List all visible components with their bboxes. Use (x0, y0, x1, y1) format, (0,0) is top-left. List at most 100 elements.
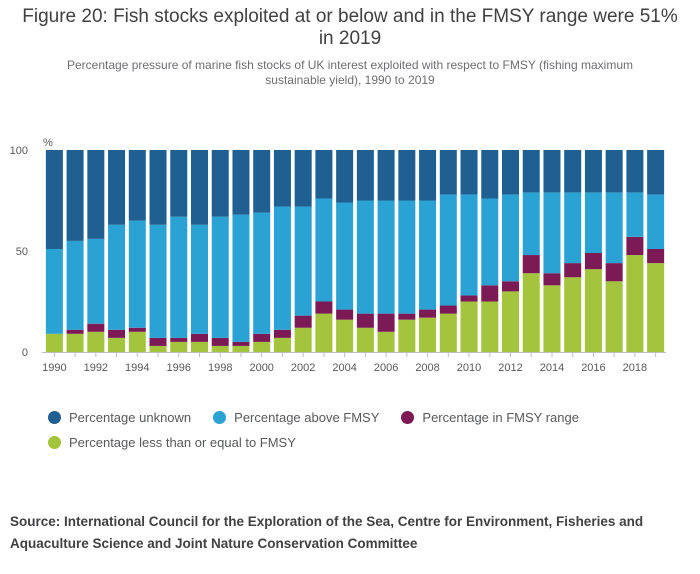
bar-segment-unknown-2017 (605, 150, 623, 193)
bar-segment-below-2014 (543, 285, 561, 352)
bar-segment-above-1998 (211, 216, 229, 338)
x-tick-label: 2012 (498, 362, 522, 374)
bar-segment-below-1991 (66, 333, 84, 352)
bar-segment-above-1992 (87, 238, 105, 324)
bar-segment-in_range-2018 (626, 236, 644, 256)
bar-segment-above-2013 (522, 192, 540, 256)
bar-segment-above-2011 (481, 198, 499, 286)
bar-segment-in_range-1997 (191, 333, 208, 342)
bar-segment-in_range-2013 (522, 255, 540, 274)
bar-segment-unknown-1993 (108, 150, 126, 225)
bar-segment-below-1997 (191, 341, 208, 352)
bar-segment-above-2002 (294, 206, 312, 316)
x-tick-label: 2018 (623, 362, 647, 374)
bar-segment-below-1999 (232, 345, 250, 352)
bar-segment-unknown-2008 (419, 150, 437, 201)
bar-segment-in_range-2014 (543, 273, 561, 286)
bar-segment-below-2009 (439, 313, 457, 352)
bar-segment-in_range-1993 (108, 329, 126, 338)
bar-segment-above-2018 (626, 192, 644, 237)
bar-segment-unknown-2004 (336, 150, 354, 203)
x-tick-label: 2000 (249, 362, 273, 374)
chart-title: Figure 20: Fish stocks exploited at or b… (22, 6, 678, 49)
bar-segment-below-2019 (647, 263, 665, 352)
bar-segment-in_range-2017 (605, 263, 623, 282)
bar-segment-below-2018 (626, 255, 644, 352)
bar-segment-below-2010 (460, 301, 478, 352)
bar-segment-in_range-2010 (460, 295, 478, 302)
legend-row: Percentage less than or equal to FMSY (48, 430, 688, 455)
bar-segment-unknown-2003 (315, 150, 333, 199)
axes: 0 50 100% 1990 1992 1994 1996 1998 2000 2002 2004 2… (10, 137, 666, 374)
bar-segment-below-2003 (315, 313, 333, 352)
bar-segment-unknown-2001 (273, 150, 291, 207)
bar-segment-in_range-2008 (419, 309, 437, 318)
bar-segment-above-1996 (170, 216, 188, 338)
x-tick-label: 1998 (208, 362, 232, 374)
bar-segment-unknown-2007 (398, 150, 416, 201)
x-tick-label: 2016 (581, 362, 605, 374)
bar-segment-in_range-2011 (481, 285, 499, 302)
bar-segment-above-2000 (253, 212, 271, 334)
bar-segment-below-2017 (605, 281, 623, 352)
bar-segment-below-2001 (273, 337, 291, 352)
bar-segment-unknown-2015 (564, 150, 582, 193)
bar-segment-below-2005 (356, 327, 374, 352)
bar-segment-unknown-2014 (543, 150, 561, 193)
y-tick-label: 0 (22, 347, 28, 359)
bar-segment-unknown-2006 (377, 150, 395, 201)
bar-segment-unknown-2011 (481, 150, 499, 199)
bar-segment-above-1991 (66, 240, 84, 330)
bar-segment-in_range-2016 (584, 253, 602, 270)
bar-segment-unknown-1994 (128, 150, 146, 221)
x-tick-label: 2008 (415, 362, 439, 374)
bar-segment-above-2009 (439, 194, 457, 306)
bars (45, 150, 665, 352)
bar-segment-above-2017 (605, 192, 623, 264)
bar-segment-in_range-1995 (149, 337, 167, 346)
bar-segment-above-2019 (647, 194, 665, 249)
bar-segment-above-1999 (232, 214, 250, 342)
bar-segment-below-2012 (502, 291, 519, 352)
bar-segment-below-2006 (377, 331, 395, 352)
bar-segment-in_range-2007 (398, 313, 416, 320)
bar-segment-unknown-2002 (294, 150, 312, 207)
bar-segment-unknown-1999 (232, 150, 250, 215)
bar-segment-in_range-2009 (439, 305, 457, 314)
y-tick-label: 100 (10, 145, 28, 157)
bar-segment-above-2001 (273, 206, 291, 330)
bar-segment-above-2007 (398, 200, 416, 314)
bar-segment-unknown-1996 (170, 150, 188, 217)
stacked-bar-chart: 0 50 100% 1990 1992 1994 1996 1998 2000 2002 2004 2… (10, 137, 666, 374)
x-tick-label: 1994 (125, 362, 149, 374)
legend-label: Percentage above FMSY (234, 410, 380, 425)
bar-segment-unknown-2019 (647, 150, 665, 195)
bar-segment-unknown-2012 (502, 150, 519, 195)
bar-segment-above-1997 (191, 224, 208, 334)
y-tick-label: 50 (16, 246, 28, 258)
bar-segment-unknown-2018 (626, 150, 644, 193)
x-tick-label: 2006 (374, 362, 398, 374)
bar-segment-in_range-1998 (211, 337, 229, 346)
bar-segment-below-2004 (336, 319, 354, 352)
bar-segment-unknown-1990 (45, 150, 63, 249)
legend-swatch-below (48, 436, 61, 449)
legend-item-below: Percentage less than or equal to FMSY (48, 435, 296, 450)
bar-segment-below-2011 (481, 301, 499, 352)
bar-segment-below-2016 (584, 269, 602, 352)
bar-segment-unknown-1997 (191, 150, 208, 225)
legend-swatch-above (213, 411, 227, 424)
bar-segment-below-1994 (128, 331, 146, 352)
bar-segment-unknown-1992 (87, 150, 105, 239)
bar-segment-below-2015 (564, 277, 582, 352)
bar-segment-below-1996 (170, 341, 188, 352)
bar-segment-below-2007 (398, 319, 416, 352)
bar-segment-below-1998 (211, 345, 229, 352)
bar-segment-below-2002 (294, 327, 312, 352)
bar-segment-below-2008 (419, 317, 437, 352)
bar-segment-in_range-2003 (315, 301, 333, 314)
bar-segment-below-1990 (45, 333, 63, 352)
legend-label: Percentage in FMSY range (422, 410, 579, 425)
legend: Percentage unknown Percentage above FMSY P… (48, 405, 688, 455)
bar-segment-in_range-2006 (377, 313, 395, 332)
